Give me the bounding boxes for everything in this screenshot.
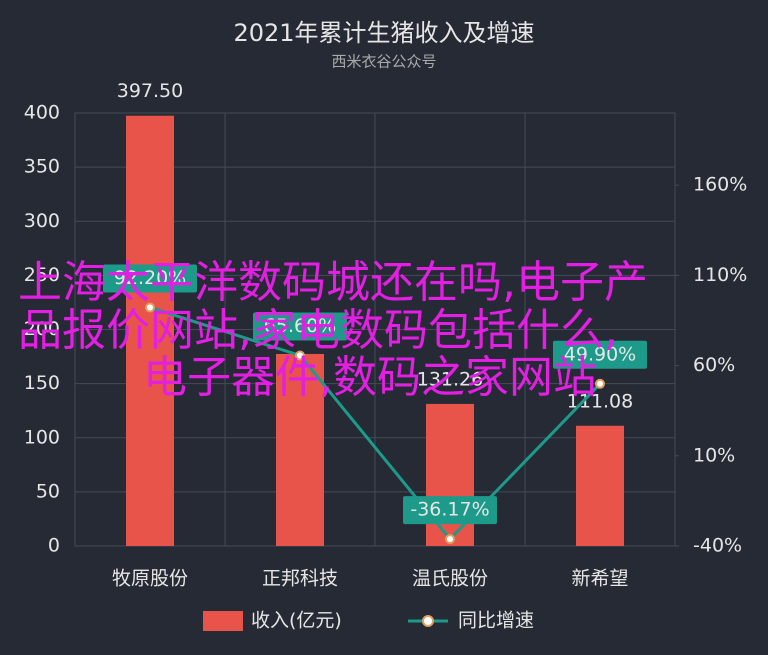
y-tick-label: 350 [24, 156, 60, 178]
bar [426, 403, 474, 546]
line [149, 306, 602, 542]
y-tick-label: 400 [24, 102, 60, 124]
x-tick-label: 牧原股份 [112, 568, 188, 590]
line-point [445, 534, 455, 545]
y-tick-label: 200 [24, 318, 60, 340]
legend-label: 收入(亿元) [251, 610, 342, 632]
chart-subtitle: 西米衣谷公众号 [331, 53, 436, 71]
y-tick-label: 300 [24, 210, 60, 232]
label-box [253, 312, 347, 341]
bar-value-label: 397.50 [117, 80, 183, 102]
overlay-text: 品报价网站,家电数码包括什么, [18, 305, 618, 356]
x-tick-label: 正邦科技 [262, 568, 338, 590]
y-tick-label: 250 [24, 264, 60, 286]
y2-tick-label: 10% [693, 444, 735, 466]
y2-tick-label: 110% [693, 264, 747, 286]
line-value-label: -36.17% [410, 499, 489, 521]
line-value-label: 49.90% [564, 343, 636, 365]
y2-tick-label: -40% [693, 535, 742, 557]
x-tick-label: 温氏股份 [412, 568, 488, 590]
label-box [403, 496, 497, 525]
bar-value-label: 111.08 [567, 390, 633, 412]
label-box [103, 264, 197, 293]
line-point [145, 302, 155, 313]
bar [576, 425, 624, 546]
line-point [295, 350, 305, 361]
line-value-label: 92.20% [114, 267, 186, 289]
legend-label: 同比增速 [458, 610, 534, 632]
line-value-label: 65.60% [264, 315, 336, 337]
y-tick-label: 100 [24, 426, 60, 448]
y-tick-label: 150 [24, 372, 60, 394]
y-tick-label: 0 [48, 535, 60, 557]
legend-swatch [422, 615, 434, 627]
y2-tick-label: 60% [693, 354, 735, 376]
bar [126, 115, 174, 547]
x-tick-label: 新希望 [571, 568, 628, 590]
y2-tick-label: 160% [693, 174, 747, 196]
bar [276, 353, 324, 546]
bar-value-label: 131.26 [417, 368, 483, 390]
legend-swatch [203, 611, 243, 631]
label-box [553, 340, 647, 369]
overlay-text: 电子器件,数码之家网站 [143, 352, 597, 403]
y-tick-label: 50 [36, 480, 60, 502]
chart-title: 2021年累计生猪收入及增速 [233, 19, 534, 47]
line-point [595, 378, 605, 389]
overlay-text: 上海太平洋数码城还在吗,电子产 [18, 257, 648, 308]
